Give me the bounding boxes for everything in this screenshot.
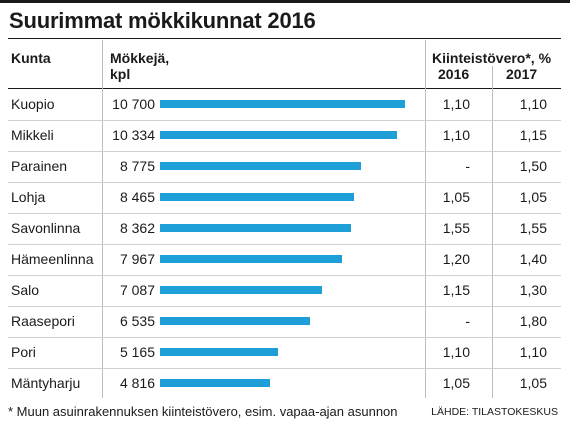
- cottage-count-bar: [160, 379, 271, 387]
- header-rule: [8, 88, 561, 89]
- tax-2017-value: 1,05: [519, 375, 547, 391]
- tax-2016-value: 1,10: [442, 96, 470, 112]
- column-divider-value: [102, 40, 103, 398]
- cottage-count-label: 6 535: [119, 313, 155, 329]
- top-rule: [0, 0, 570, 3]
- header-kiinteistovero: Kiinteistövero*, %: [432, 50, 552, 66]
- row-divider: [8, 151, 561, 152]
- row-divider: [8, 244, 561, 245]
- cottage-count-label: 7 967: [119, 251, 155, 267]
- row-divider: [8, 306, 561, 307]
- tax-2016-value: 1,20: [442, 251, 470, 267]
- cottage-count-bar: [160, 131, 397, 139]
- tax-2016-value: 1,10: [442, 127, 470, 143]
- cottage-count-label: 8 775: [119, 158, 155, 174]
- cottage-count-bar: [160, 193, 354, 201]
- table-row: Parainen 8 775 - 1,50: [0, 151, 570, 182]
- cottage-count-bar: [160, 286, 323, 294]
- tax-2017-value: 1,30: [519, 282, 547, 298]
- cottage-count-bar: [160, 224, 352, 232]
- cottage-count-bar: [160, 100, 405, 108]
- footnote: * Muun asuinrakennuksen kiinteistövero, …: [8, 404, 398, 419]
- table-row: Salo 7 087 1,15 1,30: [0, 275, 570, 306]
- column-divider-tax: [425, 40, 426, 398]
- cottage-count-bar: [160, 348, 279, 356]
- header-mokkeja: Mökkejä, kpl: [110, 50, 169, 82]
- tax-2017-value: 1,10: [519, 96, 547, 112]
- header-mokkeja-line1: Mökkejä,: [110, 50, 170, 66]
- chart-title: Suurimmat mökkikunnat 2016: [9, 8, 316, 33]
- cottage-count-label: 10 700: [112, 96, 155, 112]
- municipality-name: Hämeenlinna: [11, 251, 94, 267]
- title-rule: [8, 38, 561, 39]
- row-divider: [8, 213, 561, 214]
- table-row: Raasepori 6 535 - 1,80: [0, 306, 570, 337]
- tax-2016-value: -: [465, 158, 470, 174]
- municipality-name: Lohja: [11, 189, 46, 205]
- tax-2017-value: 1,40: [519, 251, 547, 267]
- table-row: Hämeenlinna 7 967 1,20 1,40: [0, 244, 570, 275]
- cottage-count-label: 4 816: [119, 375, 155, 391]
- table-row: Savonlinna 8 362 1,55 1,55: [0, 213, 570, 244]
- row-divider: [8, 337, 561, 338]
- tax-2016-value: 1,55: [442, 220, 470, 236]
- table-row: Kuopio 10 700 1,10 1,10: [0, 89, 570, 120]
- row-divider: [8, 368, 561, 369]
- municipality-name: Parainen: [11, 158, 68, 174]
- municipality-name: Raasepori: [11, 313, 75, 329]
- header-year-2016: 2016: [438, 66, 470, 82]
- tax-2017-value: 1,55: [519, 220, 547, 236]
- table-row: Lohja 8 465 1,05 1,05: [0, 182, 570, 213]
- cottage-count-label: 8 362: [119, 220, 155, 236]
- cottage-count-bar: [160, 317, 310, 325]
- tax-2017-value: 1,15: [519, 127, 547, 143]
- row-divider: [8, 120, 561, 121]
- cottage-count-label: 7 087: [119, 282, 155, 298]
- tax-2017-value: 1,05: [519, 189, 547, 205]
- tax-2017-value: 1,80: [519, 313, 547, 329]
- municipality-name: Salo: [11, 282, 40, 298]
- row-divider: [8, 182, 561, 183]
- header-year-2017: 2017: [506, 66, 538, 82]
- tax-2016-value: 1,15: [442, 282, 470, 298]
- table-row: Mäntyharju 4 816 1,05 1,05: [0, 368, 570, 399]
- tax-2016-value: 1,10: [442, 344, 470, 360]
- municipality-name: Pori: [11, 344, 36, 360]
- table-row: Mikkeli 10 334 1,10 1,15: [0, 120, 570, 151]
- source-credit: LÄHDE: TILASTOKESKUS: [431, 406, 558, 418]
- cottage-count-label: 8 465: [119, 189, 155, 205]
- municipality-name: Savonlinna: [11, 220, 81, 236]
- cottage-count-bar: [160, 255, 343, 263]
- header-kunta: Kunta: [11, 50, 51, 66]
- header-mokkeja-line2: kpl: [110, 66, 131, 82]
- tax-2017-value: 1,10: [519, 344, 547, 360]
- cottage-count-bar: [160, 162, 361, 170]
- tax-2016-value: 1,05: [442, 375, 470, 391]
- municipality-name: Mikkeli: [11, 127, 54, 143]
- municipality-name: Kuopio: [11, 96, 55, 112]
- column-divider-years: [492, 66, 493, 398]
- municipality-name: Mäntyharju: [11, 375, 81, 391]
- tax-2016-value: -: [465, 313, 470, 329]
- cottage-count-label: 5 165: [119, 344, 155, 360]
- tax-2017-value: 1,50: [519, 158, 547, 174]
- row-divider: [8, 275, 561, 276]
- cottage-count-label: 10 334: [112, 127, 155, 143]
- table-row: Pori 5 165 1,10 1,10: [0, 337, 570, 368]
- tax-2016-value: 1,05: [442, 189, 470, 205]
